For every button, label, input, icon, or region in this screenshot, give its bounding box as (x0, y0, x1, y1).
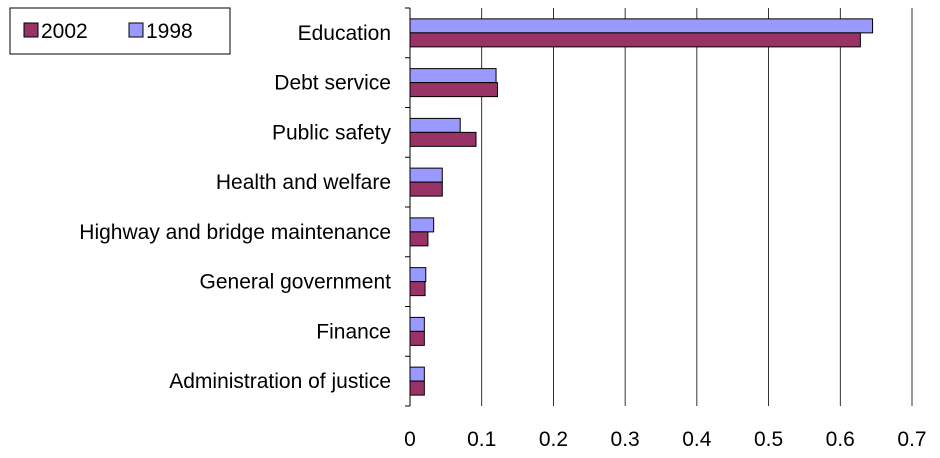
bar-1998 (409, 267, 427, 283)
legend-swatch-1998 (128, 22, 144, 38)
category-label: Education (298, 22, 391, 45)
bar-2002 (409, 281, 426, 297)
category-label: Debt service (274, 72, 391, 95)
x-tick-label: 0.7 (897, 428, 926, 451)
bar-2002 (409, 131, 477, 147)
legend: 2002 1998 (9, 7, 231, 55)
bar-2002 (409, 32, 861, 48)
x-tick-label: 0 (404, 428, 416, 451)
bar-1998 (409, 68, 497, 84)
category-label: Highway and bridge maintenance (79, 221, 391, 244)
x-tick-label: 0.1 (467, 428, 496, 451)
bar-1998 (409, 167, 443, 183)
x-tick-label: 0.2 (539, 428, 568, 451)
x-tick-label: 0.3 (611, 428, 640, 451)
bar-1998 (409, 117, 461, 133)
bar-1998 (409, 316, 425, 332)
bar-1998 (409, 366, 425, 382)
bar-2002 (409, 82, 498, 98)
bar-2002 (409, 181, 443, 197)
x-tick-label: 0.5 (754, 428, 783, 451)
bar-2002 (409, 330, 425, 346)
bar-1998 (409, 217, 435, 233)
category-label: General government (200, 271, 392, 294)
category-labels: Education Debt service Public safety Health… (79, 22, 391, 393)
category-label: Public safety (272, 121, 392, 144)
x-tick-label: 0.4 (682, 428, 712, 451)
category-label: Health and welfare (216, 171, 391, 194)
bar-2002 (409, 380, 425, 396)
bars (409, 18, 874, 396)
x-tick-label: 0.6 (826, 428, 855, 451)
gridlines (481, 8, 913, 406)
bar-1998 (409, 18, 874, 34)
legend-swatch-2002 (23, 22, 39, 38)
x-axis-ticks: 0 0.1 0.2 0.3 0.4 0.5 0.6 0.7 (404, 7, 927, 451)
legend-label-1998: 1998 (146, 20, 193, 43)
bar-2002 (409, 231, 429, 247)
legend-box (9, 7, 231, 55)
legend-label-2002: 2002 (41, 20, 88, 43)
category-label: Finance (316, 320, 391, 343)
category-label: Administration of justice (169, 370, 391, 393)
